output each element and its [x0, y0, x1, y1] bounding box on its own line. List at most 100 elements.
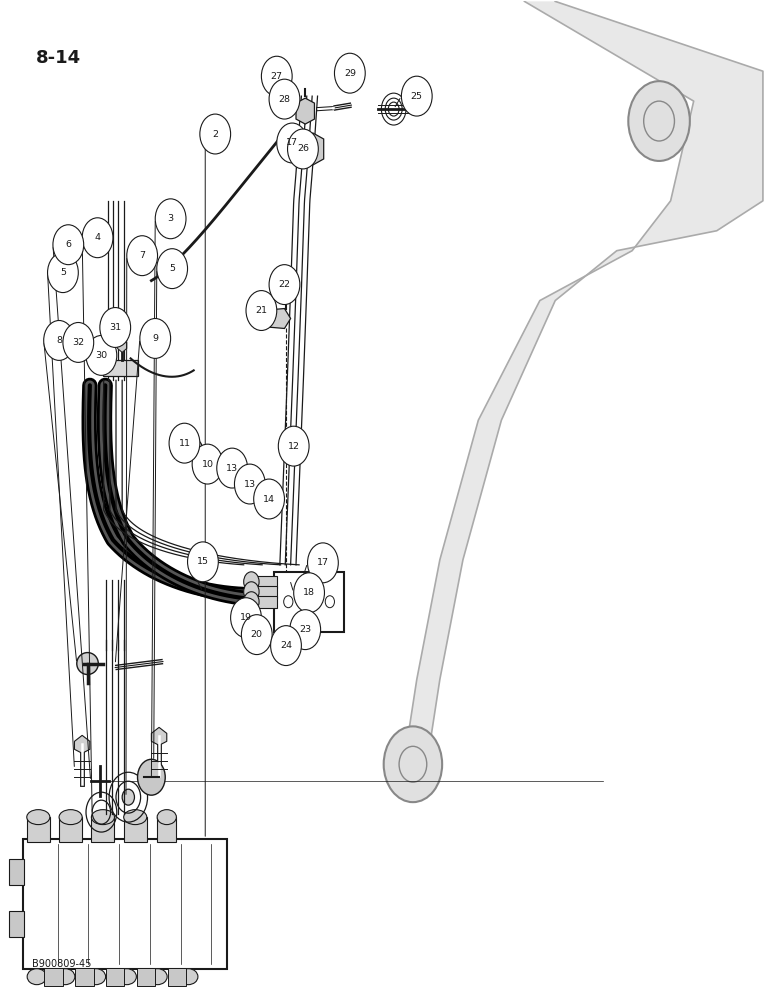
Text: 4: 4	[94, 233, 100, 242]
Text: 30: 30	[95, 351, 107, 360]
Polygon shape	[296, 98, 314, 124]
Circle shape	[246, 605, 257, 619]
Circle shape	[269, 265, 300, 305]
Circle shape	[140, 319, 171, 358]
Bar	[27, 817, 50, 842]
Bar	[45, 968, 63, 986]
Circle shape	[200, 114, 231, 154]
Polygon shape	[74, 735, 90, 753]
Bar	[168, 968, 186, 986]
Circle shape	[254, 479, 284, 519]
Circle shape	[155, 199, 186, 239]
Text: 15: 15	[197, 557, 209, 566]
Circle shape	[86, 335, 117, 375]
Circle shape	[290, 610, 320, 650]
Circle shape	[192, 444, 223, 484]
Text: 24: 24	[280, 641, 292, 650]
Ellipse shape	[91, 810, 114, 825]
Circle shape	[44, 320, 74, 360]
Bar	[75, 968, 93, 986]
Circle shape	[244, 582, 259, 602]
Text: 7: 7	[139, 251, 145, 260]
Text: 3: 3	[168, 214, 174, 223]
Circle shape	[287, 129, 318, 169]
Text: 29: 29	[344, 69, 356, 78]
Circle shape	[209, 453, 222, 469]
Ellipse shape	[27, 810, 50, 825]
Circle shape	[122, 789, 134, 805]
Circle shape	[246, 291, 277, 330]
Circle shape	[48, 253, 78, 293]
Ellipse shape	[76, 653, 98, 675]
Circle shape	[271, 626, 301, 666]
Circle shape	[229, 465, 239, 479]
Polygon shape	[401, 1, 763, 779]
Text: 6: 6	[66, 240, 71, 249]
Circle shape	[231, 598, 262, 638]
Circle shape	[157, 249, 188, 289]
Text: 25: 25	[411, 92, 423, 101]
Text: 21: 21	[256, 306, 267, 315]
Circle shape	[269, 79, 300, 119]
Ellipse shape	[157, 810, 176, 825]
Circle shape	[244, 479, 255, 493]
Polygon shape	[302, 133, 323, 165]
Circle shape	[249, 618, 259, 632]
Circle shape	[137, 759, 165, 795]
Text: 8-14: 8-14	[36, 49, 81, 67]
Circle shape	[244, 592, 259, 612]
Circle shape	[262, 56, 292, 96]
Bar	[256, 586, 277, 598]
Text: 22: 22	[279, 280, 290, 289]
Ellipse shape	[27, 969, 46, 985]
Bar	[157, 817, 176, 842]
Text: 11: 11	[178, 439, 191, 448]
Circle shape	[401, 76, 432, 116]
Bar	[91, 817, 114, 842]
Text: 18: 18	[303, 588, 315, 597]
Text: 17: 17	[317, 558, 329, 567]
Circle shape	[302, 615, 313, 629]
Bar	[106, 968, 124, 986]
Text: 26: 26	[297, 144, 309, 153]
Circle shape	[127, 236, 157, 276]
Bar	[124, 817, 147, 842]
Ellipse shape	[56, 969, 75, 985]
Text: 23: 23	[300, 625, 311, 634]
Circle shape	[242, 615, 273, 655]
Circle shape	[277, 123, 307, 163]
Text: 8: 8	[56, 336, 62, 345]
Circle shape	[53, 225, 83, 265]
Bar	[59, 817, 82, 842]
Bar	[256, 596, 277, 608]
Text: 13: 13	[244, 480, 256, 489]
Circle shape	[628, 81, 690, 161]
Circle shape	[190, 440, 202, 456]
Bar	[9, 859, 25, 885]
Ellipse shape	[178, 969, 198, 985]
Bar	[256, 576, 277, 588]
Text: 9: 9	[152, 334, 158, 343]
Bar	[275, 572, 344, 632]
Circle shape	[188, 542, 218, 582]
Text: 13: 13	[226, 464, 239, 473]
Polygon shape	[281, 285, 290, 299]
Text: 14: 14	[263, 495, 275, 504]
Text: 19: 19	[240, 613, 252, 622]
Circle shape	[217, 448, 248, 488]
Text: 31: 31	[109, 323, 121, 332]
Ellipse shape	[86, 969, 106, 985]
Ellipse shape	[124, 810, 147, 825]
Circle shape	[100, 308, 130, 347]
Circle shape	[334, 53, 365, 93]
Polygon shape	[262, 309, 290, 328]
Circle shape	[307, 543, 338, 583]
Text: 27: 27	[271, 72, 283, 81]
Text: 17: 17	[286, 138, 298, 147]
Text: 20: 20	[251, 630, 262, 639]
Circle shape	[293, 573, 324, 613]
Circle shape	[235, 464, 266, 504]
Circle shape	[279, 426, 309, 466]
Ellipse shape	[148, 969, 168, 985]
Polygon shape	[103, 360, 137, 376]
